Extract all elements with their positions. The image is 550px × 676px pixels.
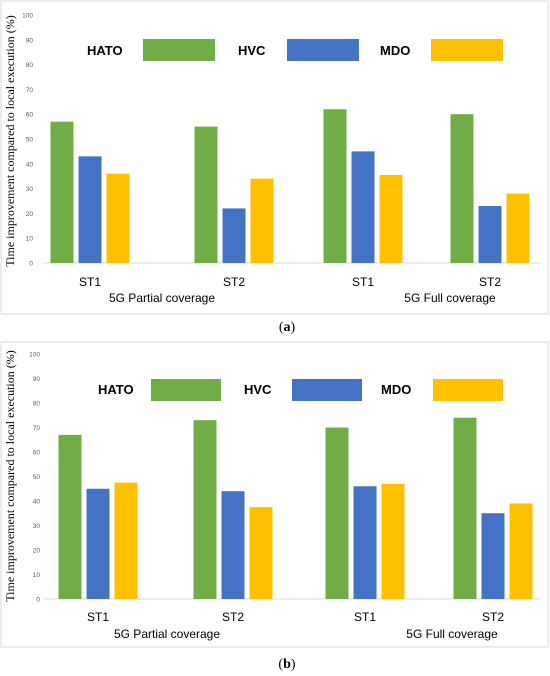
- panel-b-bar-hato-3: [453, 417, 477, 599]
- panel-a-bar-mdo-1: [250, 178, 274, 263]
- panel-b-group-label-full: 5G Full coverage: [406, 627, 498, 641]
- panel-b-frame: [0, 341, 549, 648]
- panel-a-y-tick-100: 100: [22, 13, 33, 20]
- panel-a-group-labels: 5G Partial coverage 5G Full coverage: [109, 291, 496, 305]
- panel-b-bar-hvc-3: [481, 513, 505, 599]
- panel-a-y-tick-10: 10: [26, 236, 34, 243]
- panel-b-bar-hvc-2: [353, 486, 377, 599]
- panel-a-bar-hato-2: [323, 109, 347, 264]
- panel-b-bars: [58, 417, 533, 599]
- panel-b-y-axis-title: Time improvement compared to local execu…: [3, 350, 17, 601]
- panel-a-group-label-partial: 5G Partial coverage: [109, 291, 215, 305]
- panel-b-category-label-1: ST2: [222, 610, 244, 624]
- panel-a-y-axis-title: Time improvement compared to local execu…: [3, 15, 17, 266]
- panel-b-legend: HATO HVC MDO: [98, 379, 503, 401]
- panel-b-y-tick-30: 30: [33, 523, 41, 530]
- panel-a-legend-swatch-mdo: [431, 39, 503, 61]
- panel-a-legend-label-hvc: HVC: [238, 43, 266, 58]
- chart-panel-b: Time improvement compared to local execu…: [0, 341, 549, 648]
- panel-a-category-label-0: ST1: [79, 275, 101, 289]
- panel-b-bar-hato-1: [193, 420, 217, 599]
- panel-b-bar-mdo-1: [249, 507, 273, 599]
- panel-a-group-label-full: 5G Full coverage: [404, 291, 496, 305]
- panel-a-y-tick-50: 50: [26, 137, 34, 144]
- panel-b-bar-mdo-2: [381, 483, 405, 599]
- panel-a-bar-hvc-0: [78, 156, 102, 263]
- panel-a-frame: [0, 0, 549, 315]
- panel-a-bar-mdo-3: [506, 193, 530, 263]
- panel-a-caption: (a): [279, 320, 296, 335]
- panel-a-legend-swatch-hvc: [287, 39, 359, 61]
- panel-a-legend-label-hato: HATO: [87, 43, 123, 58]
- panel-a-bars: [50, 109, 530, 264]
- panel-a-bar-hato-0: [50, 121, 74, 263]
- panel-b-group-label-partial: 5G Partial coverage: [114, 627, 220, 641]
- panel-b-category-label-0: ST1: [87, 610, 109, 624]
- panel-b-y-tick-40: 40: [33, 499, 41, 506]
- panel-a-y-tick-70: 70: [26, 87, 34, 94]
- panel-a-y-tick-0: 0: [29, 261, 33, 268]
- panel-a-y-tick-90: 90: [26, 37, 34, 44]
- panel-a-legend-swatch-hato: [143, 39, 215, 61]
- panel-a-y-tick-20: 20: [26, 211, 34, 218]
- panel-b-y-tick-80: 80: [33, 401, 41, 408]
- panel-b-y-tick-0: 0: [36, 597, 40, 604]
- panel-b-y-tick-90: 90: [33, 376, 41, 383]
- panel-a-bar-hvc-2: [351, 151, 375, 263]
- panel-b-bar-mdo-3: [509, 503, 533, 599]
- panel-b-y-ticks: 0 10 20 30 40 50 60 70 80 90 100: [29, 352, 40, 604]
- panel-a-category-label-3: ST2: [479, 275, 501, 289]
- panel-a-legend-label-mdo: MDO: [380, 43, 410, 58]
- panel-b-y-tick-60: 60: [33, 450, 41, 457]
- panel-a-bar-hato-1: [194, 126, 218, 263]
- panel-a-bar-mdo-2: [379, 174, 403, 263]
- panel-b-caption: (b): [278, 657, 295, 672]
- panel-a-bar-hato-3: [450, 114, 474, 263]
- panel-b-category-labels: ST1 ST2 ST1 ST2: [87, 610, 504, 624]
- panel-a-caption-letter: a: [284, 320, 291, 335]
- panel-b-legend-label-hvc: HVC: [244, 382, 272, 397]
- panel-a-category-label-2: ST1: [352, 275, 374, 289]
- panel-a-bar-mdo-0: [106, 173, 130, 263]
- chart-panel-a: Time improvement compared to local execu…: [0, 0, 549, 315]
- panel-a-bar-hvc-1: [222, 208, 246, 263]
- panel-a-category-labels: ST1 ST2 ST1 ST2: [79, 275, 501, 289]
- panel-a-y-tick-60: 60: [26, 112, 34, 119]
- panel-b-caption-letter: b: [283, 657, 291, 672]
- panel-a-y-tick-40: 40: [26, 161, 34, 168]
- panel-b-legend-swatch-mdo: [433, 379, 503, 401]
- panel-b-legend-label-hato: HATO: [98, 382, 134, 397]
- panel-b-bar-hvc-1: [221, 491, 245, 599]
- panel-a-y-tick-80: 80: [26, 62, 34, 69]
- panel-b-bar-hvc-0: [86, 488, 110, 599]
- panel-a-y-tick-30: 30: [26, 186, 34, 193]
- panel-b-bar-hato-0: [58, 434, 82, 599]
- panel-b-category-label-3: ST2: [482, 610, 504, 624]
- panel-a-y-ticks: 0 10 20 30 40 50 60 70 80 90 100: [22, 13, 33, 268]
- panel-a-category-label-1: ST2: [223, 275, 245, 289]
- panel-a-bar-hvc-3: [478, 205, 502, 263]
- panel-b-category-label-2: ST1: [354, 610, 376, 624]
- panel-b-y-tick-50: 50: [33, 474, 41, 481]
- panel-b-bar-hato-2: [325, 427, 349, 599]
- panel-b-legend-swatch-hato: [151, 379, 221, 401]
- panel-b-bar-mdo-0: [114, 482, 138, 599]
- panel-b-y-tick-10: 10: [33, 572, 41, 579]
- panel-a-legend: HATO HVC MDO: [87, 39, 503, 61]
- panel-b-group-labels: 5G Partial coverage 5G Full coverage: [114, 627, 498, 641]
- panel-b-legend-swatch-hvc: [292, 379, 362, 401]
- panel-b-legend-label-mdo: MDO: [381, 382, 411, 397]
- panel-b-y-tick-70: 70: [33, 425, 41, 432]
- panel-b-y-tick-100: 100: [29, 352, 40, 359]
- panel-b-y-tick-20: 20: [33, 548, 41, 555]
